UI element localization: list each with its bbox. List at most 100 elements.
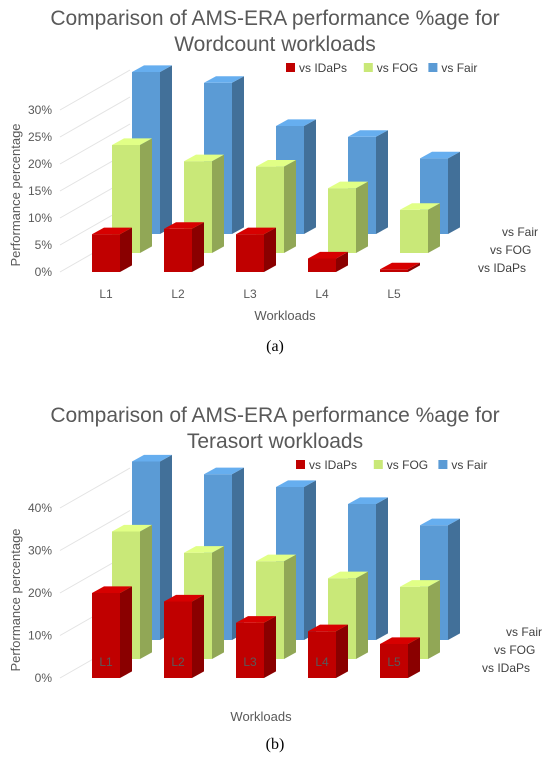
chart-terasort: Comparison of AMS-ERA performance %age f… [0,395,550,763]
bar-side [232,467,244,640]
bar-side [264,616,276,678]
y-tick-label: 40% [28,501,52,515]
legend-label: vs Fair [451,458,487,472]
bar-top [236,616,276,623]
bar-side [212,546,224,659]
x-tick-label: L4 [315,655,329,669]
x-tick-label: L1 [99,287,113,301]
depth-axis-label: vs FOG [490,243,531,257]
bar [380,269,408,272]
bar-top [132,454,172,462]
series-vs-fog [112,138,440,253]
bar-top [400,580,440,587]
bar-side [336,251,348,272]
bar [236,622,264,678]
bar [92,593,120,678]
x-tick-label: L3 [243,655,257,669]
x-axis-title: Workloads [254,308,316,323]
y-tick-label: 20% [28,586,52,600]
bar-side [212,154,224,253]
bar-side [140,524,152,659]
bar-top [380,637,420,644]
bar-side [120,227,132,272]
legend: vs IDaPs vs FOG vs Fair [286,61,477,75]
bar-top [328,571,368,579]
x-tick-label: L4 [315,287,329,301]
x-tick-label: L2 [171,287,185,301]
x-tick-label: L3 [243,287,257,301]
bar-side [356,571,368,659]
y-tick-label: 0% [35,265,53,279]
bar-top [256,554,296,562]
bar-top [92,227,132,235]
bar-side [192,594,204,678]
chart-title: Comparison of AMS-ERA performance %age f… [0,403,550,455]
legend-swatch [363,63,373,72]
bar-side [140,138,152,253]
legend-label: vs Fair [441,61,477,75]
bar-side [264,227,276,272]
chart-title: Comparison of AMS-ERA performance %age f… [0,6,550,58]
bar-top [308,251,348,259]
bar-top [132,65,172,72]
x-tick-label: L5 [387,655,401,669]
bar-side [428,580,440,659]
y-tick-label: 5% [35,238,53,252]
bar-top [164,594,204,602]
bar [164,601,192,678]
figure-caption: (a) [266,338,284,355]
gridline [59,96,131,138]
chart-wordcount: Comparison of AMS-ERA performance %age f… [0,0,550,370]
bar [400,209,428,253]
bar-top [328,181,368,189]
figure-caption: (b) [265,736,285,753]
chart-wordcount-svg: 0% 5% 10% 15% 20% 25% 30% L1 L2 L3 L4 L5 Workloads Pe… [8,61,538,323]
bar-top [204,76,244,83]
y-tick-label: 30% [28,544,52,558]
bar-top [184,154,224,162]
bar-side [408,262,420,272]
gridline [59,123,131,165]
chart-title-line2: Terasort workloads [186,430,364,453]
bar-side [376,130,388,234]
legend-swatch [373,460,383,469]
bar-side [448,151,460,234]
bar-top [348,497,388,504]
y-tick-label: 10% [28,629,52,643]
chart-title-line2: Wordcount workloads [174,33,376,56]
gridline [59,510,131,551]
x-tick-label: L1 [99,655,113,669]
bar-top [308,624,348,632]
depth-axis-label: vs IDaPs [482,661,530,675]
depth-axis-label: vs Fair [506,625,542,639]
legend-label: vs IDaPs [299,61,347,75]
bar-top [400,203,440,210]
bar-top [420,151,460,159]
legend: vs IDaPs vs FOG vs Fair [296,458,487,472]
legend-label: vs IDaPs [309,458,357,472]
chart-terasort-svg: 0% 10% 20% 30% 40% L1 L2 L3 L4 L5 Workloads Perform… [8,454,542,724]
bar [380,644,408,678]
bar-top [164,222,204,229]
y-tick-label: 20% [28,157,52,171]
bar-top [276,119,316,126]
y-tick-label: 10% [28,211,52,225]
bar-top [236,227,276,235]
depth-axis-label: vs IDaPs [478,261,526,275]
x-tick-label: L5 [387,287,401,301]
depth-axis-label: vs Fair [502,225,538,239]
bar-top [92,586,132,593]
y-tick-label: 0% [35,671,53,685]
gridline [59,467,131,509]
bar-top [112,138,152,145]
bar [236,234,264,272]
bar-top [276,480,316,487]
legend-label: vs FOG [377,61,418,75]
bar-side [356,181,368,253]
y-tick-label: 25% [28,130,52,144]
x-axis-title: Workloads [230,709,292,724]
series-vs-idaps [92,222,420,272]
gridline [59,69,131,111]
bar [308,258,336,272]
bar-side [160,454,172,640]
